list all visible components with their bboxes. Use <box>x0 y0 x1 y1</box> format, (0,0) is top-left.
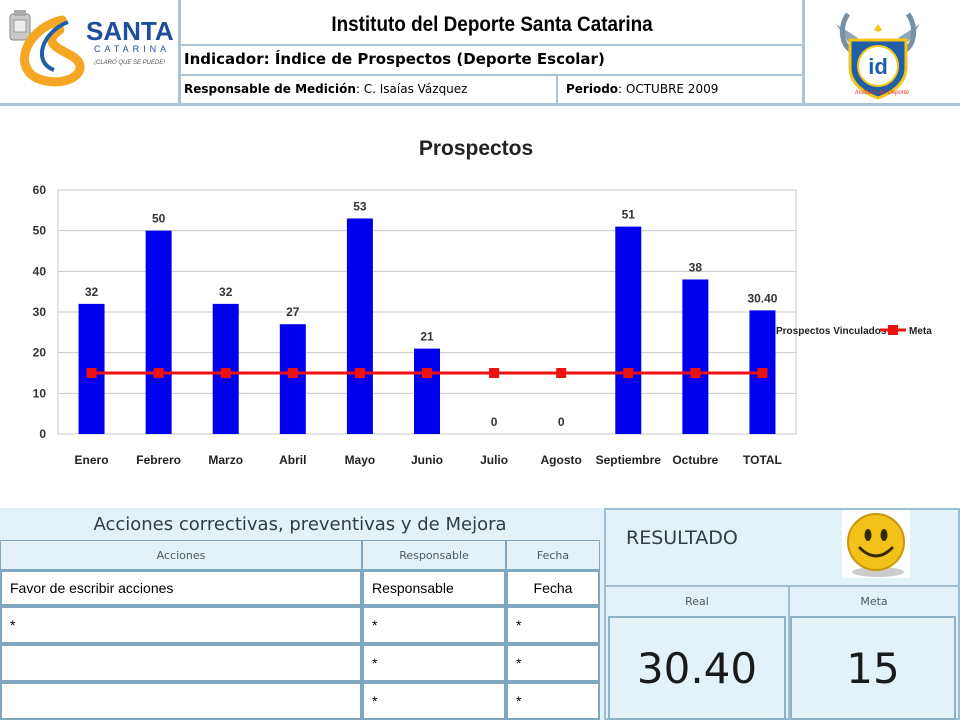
result-hline <box>606 585 958 587</box>
meta-marker <box>623 368 634 378</box>
meta-marker <box>153 368 164 378</box>
svg-text:CATARINA: CATARINA <box>94 44 170 54</box>
x-tick-label: Enero <box>75 453 109 467</box>
x-tick-label: Septiembre <box>596 453 662 467</box>
col-acciones: Acciones <box>0 540 362 570</box>
header-col-line <box>556 76 558 104</box>
meta-marker <box>287 368 298 378</box>
y-tick-label: 60 <box>33 183 47 197</box>
y-tick-label: 20 <box>33 346 47 360</box>
actions-title: Acciones correctivas, preventivas y de M… <box>0 508 600 540</box>
x-tick-label: TOTAL <box>743 453 782 467</box>
bar <box>414 348 440 434</box>
page-title: Instituto del Deporte Santa Catarina <box>331 13 653 36</box>
header-divider-1 <box>178 0 181 105</box>
periodo-value: : OCTUBRE 2009 <box>618 82 719 96</box>
svg-text:¡CLARO QUE SE PUEDE!: ¡CLARO QUE SE PUEDE! <box>94 60 165 66</box>
real-value: 30.40 <box>608 616 786 720</box>
bar-data-label: 53 <box>353 199 367 213</box>
x-tick-label: Marzo <box>208 453 243 467</box>
smiley-face-icon <box>842 510 910 578</box>
result-title: RESULTADO <box>626 527 738 549</box>
responsable-input-1[interactable]: Responsable <box>362 570 506 606</box>
responsable-input-3[interactable]: * <box>362 644 506 682</box>
y-tick-label: 0 <box>39 427 46 441</box>
responsable-input-2[interactable]: * <box>362 606 506 644</box>
action-input-1[interactable]: Favor de escribir acciones <box>0 570 362 606</box>
legend-meta-marker <box>888 325 898 335</box>
meta-marker <box>422 368 432 378</box>
x-tick-label: Junio <box>411 453 443 467</box>
bar <box>615 226 642 434</box>
y-tick-label: 30 <box>33 305 47 319</box>
prospectos-chart: 0 10 20 30 40 50 60 Prospectos 32 Enero 50 Febrero 3… <box>33 137 933 467</box>
fecha-input-3[interactable]: * <box>506 644 600 682</box>
chart-title: Prospectos <box>419 137 533 160</box>
bar-data-label: 51 <box>622 208 636 222</box>
bar-data-label: 27 <box>286 305 300 319</box>
legend-entry-prospectos: Prospectos Vinculados <box>776 326 887 337</box>
svg-text:Instituto del Deporte: Instituto del Deporte <box>855 90 909 96</box>
real-label: Real <box>685 594 709 608</box>
bar <box>346 218 373 434</box>
meta-value: 15 <box>790 616 956 720</box>
bar <box>279 324 306 434</box>
x-tick-label: Mayo <box>345 453 376 467</box>
state-crest-icon <box>9 10 31 41</box>
header-bottom-line <box>0 103 960 106</box>
col-responsable: Responsable <box>362 540 506 570</box>
bar-data-label: 50 <box>152 212 166 226</box>
x-tick-label: Abril <box>279 453 306 467</box>
header-row-line-1 <box>181 44 802 46</box>
periodo-field: Periodo: OCTUBRE 2009 <box>566 82 718 96</box>
x-tick-label: Febrero <box>136 453 181 467</box>
bar <box>682 279 709 434</box>
bar-data-label: 32 <box>85 285 99 299</box>
action-input-4[interactable] <box>0 682 362 720</box>
svg-text:id: id <box>868 54 888 79</box>
meta-marker <box>220 368 231 378</box>
legend-entry-meta: Meta <box>909 326 932 337</box>
bar-data-label: 30.40 <box>747 291 777 305</box>
y-tick-label: 50 <box>33 224 47 238</box>
instituto-deporte-logo: id Instituto del Deporte <box>828 8 928 100</box>
action-input-3[interactable] <box>0 644 362 682</box>
col-fecha: Fecha <box>506 540 600 570</box>
responsable-field: Responsable de Medición: C. Isaías Vázqu… <box>184 82 467 96</box>
meta-marker <box>489 368 500 378</box>
bar-data-label: 0 <box>491 415 498 429</box>
x-tick-label: Julio <box>480 453 508 467</box>
header-row-line-2 <box>181 74 802 76</box>
header-divider-2 <box>802 0 805 105</box>
responsable-input-4[interactable]: * <box>362 682 506 720</box>
result-vline <box>788 587 790 720</box>
svg-text:SANTA: SANTA <box>86 16 174 46</box>
bar-data-label: 0 <box>558 415 565 429</box>
bar-data-label: 38 <box>689 260 703 274</box>
bar-data-label: 21 <box>420 330 434 344</box>
santa-catarina-logo: SANTA CATARINA ¡CLARO QUE SE PUEDE! <box>2 2 178 102</box>
y-tick-label: 10 <box>33 386 47 400</box>
meta-marker <box>757 368 768 378</box>
meta-marker <box>556 368 567 378</box>
x-tick-label: Agosto <box>541 453 582 467</box>
fecha-input-2[interactable]: * <box>506 606 600 644</box>
fecha-input-1[interactable]: Fecha <box>506 570 600 606</box>
meta-label: Meta <box>860 594 888 608</box>
x-tick-label: Octubre <box>672 453 718 467</box>
fecha-input-4[interactable]: * <box>506 682 600 720</box>
periodo-label: Periodo <box>566 82 619 96</box>
responsable-value: : C. Isaías Vázquez <box>355 82 468 96</box>
meta-marker <box>354 368 365 378</box>
indicator-label: Indicador: Índice de Prospectos (Deporte… <box>184 50 605 68</box>
action-input-2[interactable]: * <box>0 606 362 644</box>
responsable-label: Responsable de Medición <box>184 82 356 96</box>
meta-marker <box>86 368 97 378</box>
y-tick-label: 40 <box>33 264 47 278</box>
bar-data-label: 32 <box>219 285 233 299</box>
bar <box>145 230 172 434</box>
meta-marker <box>690 368 701 378</box>
